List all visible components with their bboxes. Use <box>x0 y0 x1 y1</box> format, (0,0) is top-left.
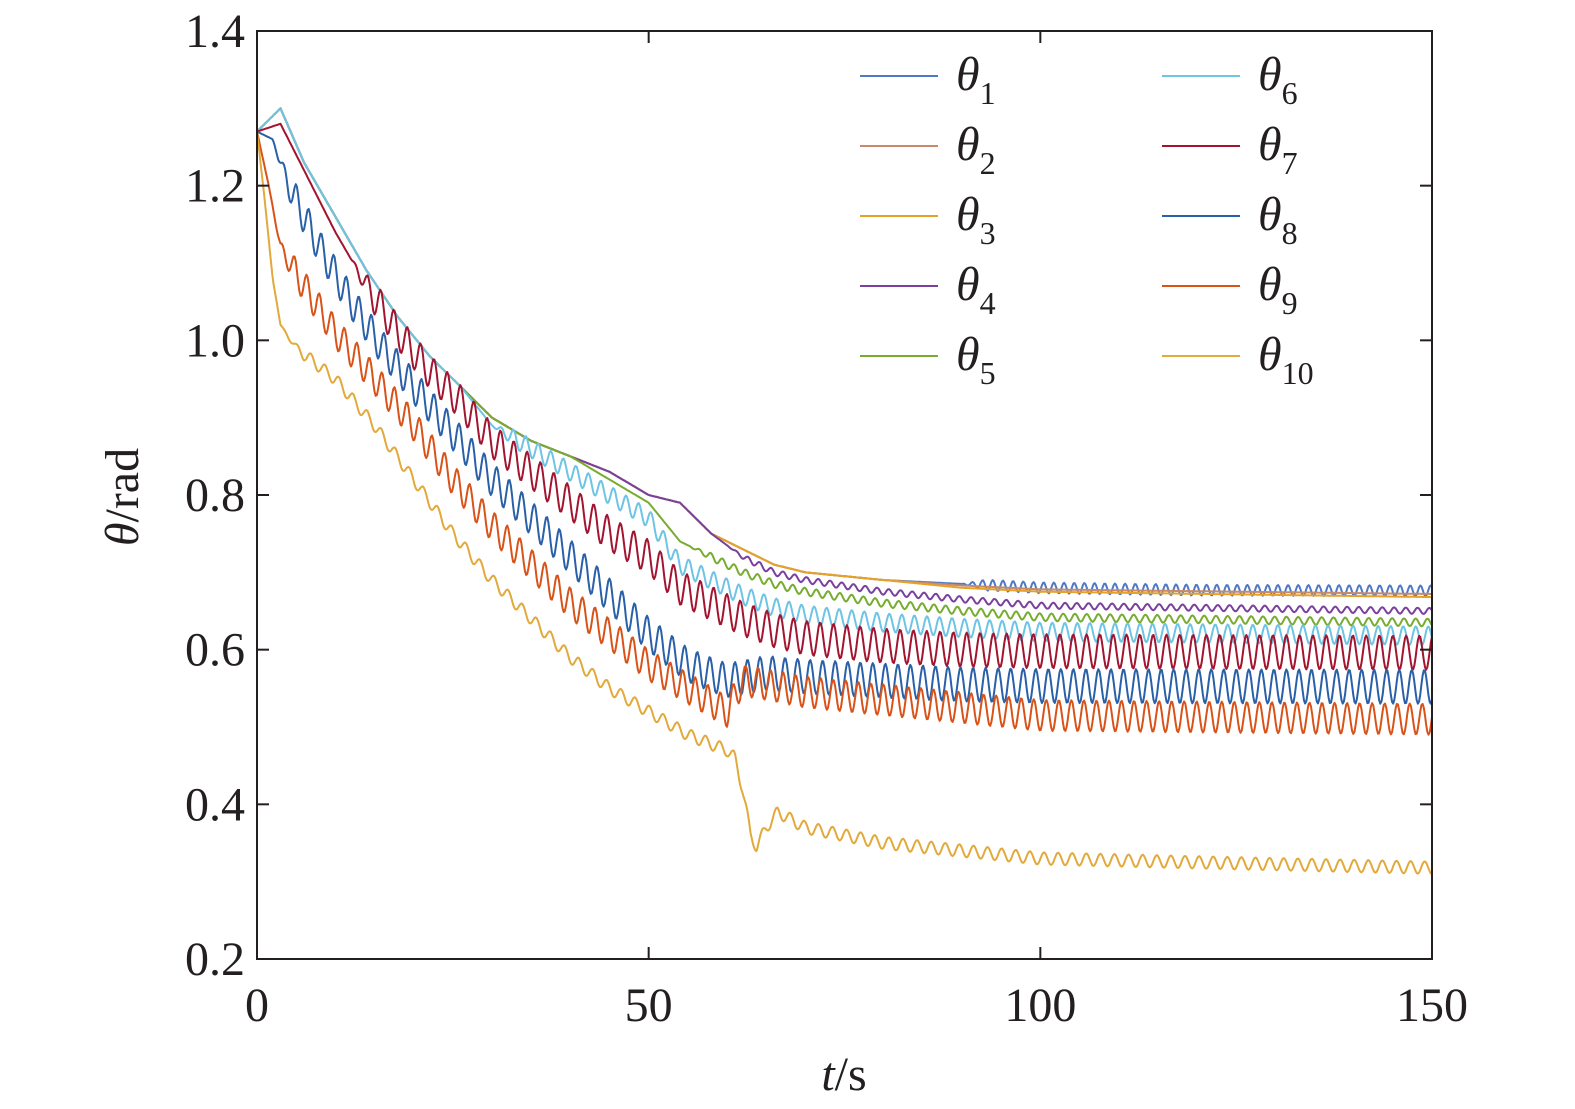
legend-label-theta-4: θ4 <box>956 258 996 321</box>
y-axis-label: θ/rad <box>96 448 149 546</box>
x-axis-label-var: t <box>821 1048 836 1101</box>
legend-label-theta-2: θ2 <box>956 118 996 181</box>
x-axis-label-unit: /s <box>835 1048 867 1101</box>
x-tick-label: 0 <box>245 979 269 1032</box>
y-tick-label: 1.0 <box>185 314 245 367</box>
plot-frame <box>256 30 1433 960</box>
x-tick-label: 50 <box>625 979 673 1032</box>
series-line-theta-8 <box>256 130 1433 705</box>
y-axis-label-var: θ <box>96 523 149 547</box>
legend-label-theta-5: θ5 <box>956 328 996 391</box>
series-line-theta-2 <box>256 107 1432 595</box>
legend-label-theta-1: θ1 <box>956 48 996 111</box>
legend-label-theta-7: θ7 <box>1258 118 1298 181</box>
y-tick-label: 0.2 <box>185 933 245 986</box>
y-tick-label: 0.6 <box>185 624 245 677</box>
legend-label-theta-3: θ3 <box>956 188 996 251</box>
legend: θ1 θ2 θ3 θ4 θ5 θ6 θ7 θ8 θ9 θ10 <box>860 48 1314 391</box>
series-line-theta-9 <box>256 131 1433 736</box>
legend-label-theta-8: θ8 <box>1258 188 1298 251</box>
x-axis-label: t/s <box>821 1048 866 1101</box>
series-line-theta-7 <box>256 122 1433 671</box>
series-line-theta-6 <box>256 107 1433 646</box>
legend-label-theta-10: θ10 <box>1258 328 1314 391</box>
series-line-theta-3 <box>256 107 1432 599</box>
series-line-theta-1 <box>256 107 1433 598</box>
y-tick-label: 1.4 <box>185 5 245 58</box>
y-axis-label-unit: /rad <box>96 448 149 523</box>
legend-label-theta-9: θ9 <box>1258 258 1298 321</box>
x-tick-label: 150 <box>1396 979 1468 1032</box>
y-tick-label: 0.8 <box>185 469 245 522</box>
x-tick-label: 100 <box>1004 979 1076 1032</box>
series-layer <box>256 107 1433 875</box>
legend-label-theta-6: θ6 <box>1258 48 1298 111</box>
axis-ticks: 0 50 100 150 0.2 0.4 0.6 0.8 1.0 1.2 1.4 <box>185 5 1468 1032</box>
y-tick-label: 1.2 <box>185 160 245 213</box>
series-line-theta-5 <box>256 107 1433 628</box>
y-tick-label: 0.4 <box>185 778 245 831</box>
series-line-theta-10 <box>256 131 1433 875</box>
